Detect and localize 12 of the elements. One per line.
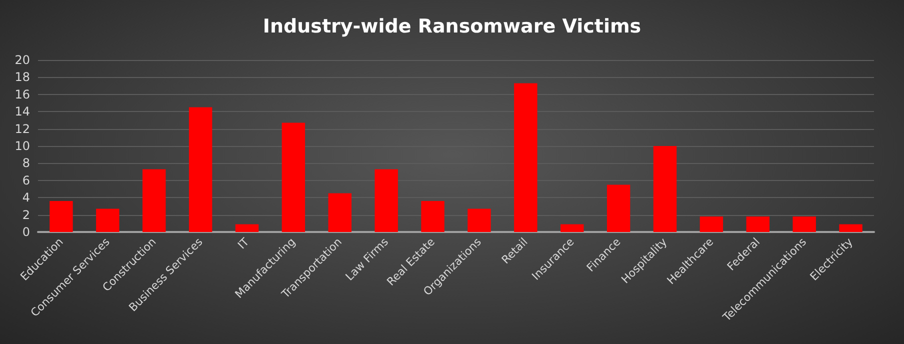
y-tick-label: 10	[14, 139, 30, 153]
y-tick-label: 8	[22, 156, 30, 170]
y-tick-label: 12	[14, 122, 30, 136]
y-tick-label: 18	[14, 70, 30, 84]
y-tick-label: 14	[14, 104, 30, 119]
y-tick-label: 20	[14, 53, 30, 67]
chart-title: Industry-wide Ransomware Victims	[262, 16, 642, 38]
y-tick-label: 16	[14, 87, 30, 102]
y-tick-label: 2	[22, 208, 30, 222]
y-tick-label: 6	[22, 173, 30, 188]
y-tick-label: 4	[22, 190, 30, 205]
y-tick-label: 0	[22, 225, 30, 239]
